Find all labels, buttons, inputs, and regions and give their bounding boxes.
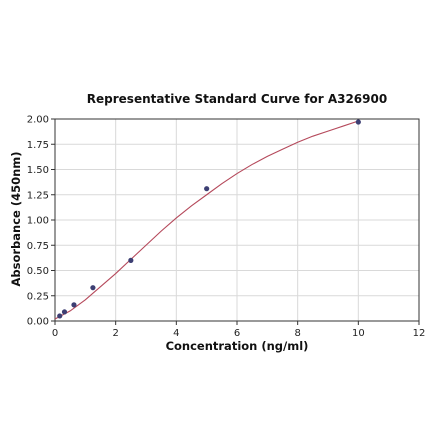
data-point (204, 186, 210, 192)
chart-title: Representative Standard Curve for A32690… (86, 92, 388, 106)
data-point (90, 285, 96, 291)
x-axis-label: Concentration (ng/ml) (165, 339, 309, 353)
data-point (71, 302, 77, 308)
x-tick-label: 2 (112, 328, 118, 339)
data-point (128, 257, 134, 263)
y-tick-label: 0.75 (27, 241, 49, 252)
y-axis-label: Absorbance (450nm) (9, 151, 23, 287)
x-tick-label: 8 (294, 328, 300, 339)
fit-curve-line (54, 120, 359, 320)
x-tick-label: 4 (173, 328, 179, 339)
y-tick-label: 0.50 (27, 266, 49, 277)
y-tick-label: 0.25 (27, 291, 49, 302)
data-point (355, 119, 361, 125)
data-point (57, 313, 63, 319)
x-tick-label: 10 (352, 328, 365, 339)
x-tick-label: 12 (413, 328, 426, 339)
y-tick-label: 0.00 (27, 317, 49, 328)
y-tick-label: 1.75 (27, 140, 49, 151)
y-tick-label: 1.50 (27, 165, 49, 176)
y-tick-label: 1.25 (27, 190, 49, 201)
data-point (61, 309, 68, 315)
x-tick-label: 6 (234, 328, 240, 339)
y-tick-label: 1.00 (27, 216, 49, 227)
y-tick-label: 2.00 (27, 115, 49, 126)
x-tick-label: 0 (52, 328, 58, 339)
